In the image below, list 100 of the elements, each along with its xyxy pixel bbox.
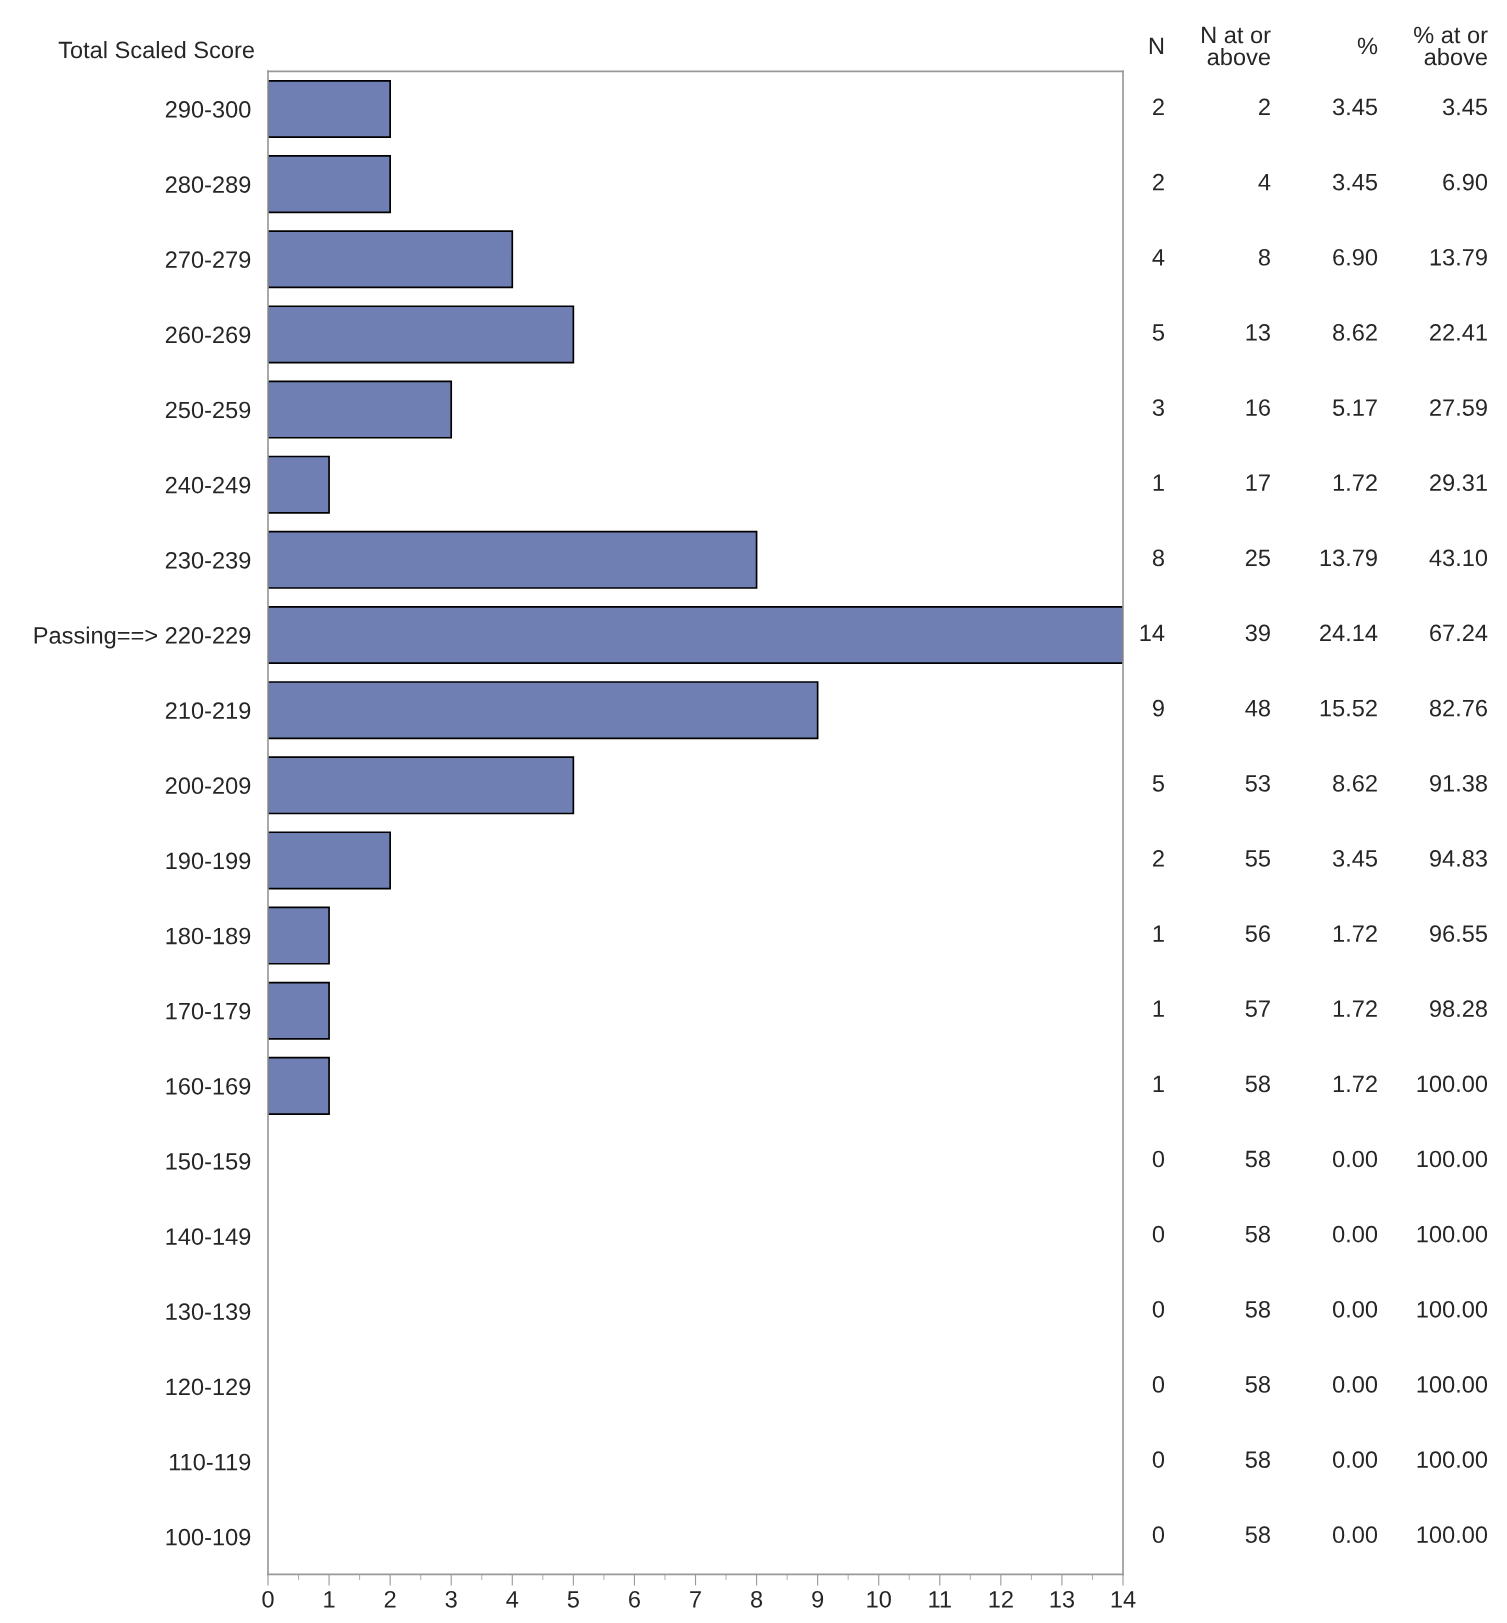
x-tick-label: 3: [445, 1590, 457, 1608]
text: 100.00: [1417, 1225, 1488, 1243]
text: 82.76: [1429, 699, 1487, 717]
text: 100.00: [1417, 1150, 1488, 1168]
bar: [268, 831, 391, 890]
text: 56: [1245, 925, 1270, 942]
x-tick-label: 13: [1050, 1590, 1075, 1608]
x-tick-label: 6: [629, 1590, 640, 1608]
y-tick-label: Passing==> 220-229: [34, 626, 251, 649]
y-tick-label: 270-279: [165, 251, 251, 269]
text: 15.52: [1320, 699, 1377, 717]
x-tick-label: 8: [751, 1590, 763, 1608]
text: 96.55: [1430, 925, 1488, 942]
text: 25: [1245, 549, 1271, 567]
text: 6.90: [1443, 173, 1488, 191]
text: 22.41: [1430, 324, 1487, 341]
y-tick-label: 120-129: [166, 1378, 251, 1396]
text: 58: [1245, 1300, 1270, 1318]
bar: [268, 79, 391, 138]
y-tick-label: 190-199: [166, 852, 251, 870]
text: 3.45: [1332, 850, 1378, 867]
text: 58: [1245, 1451, 1270, 1468]
text: 2: [1259, 98, 1270, 116]
y-tick-label: 290-300: [165, 101, 251, 118]
text: 27.59: [1430, 399, 1487, 416]
data-label: 2: [1153, 98, 1164, 116]
data-label: 1: [1153, 1000, 1164, 1017]
text: 8.62: [1333, 774, 1377, 792]
text: 0.00: [1332, 1451, 1378, 1468]
text: 57: [1245, 1000, 1270, 1018]
text: 100.00: [1417, 1376, 1488, 1393]
text: 94.83: [1430, 850, 1487, 867]
text: 17: [1246, 474, 1270, 491]
bar: [268, 681, 819, 740]
text: 100.00: [1417, 1075, 1488, 1093]
y-tick-label: 140-149: [166, 1228, 251, 1245]
bar: [268, 1056, 330, 1115]
text: 98.28: [1430, 1000, 1487, 1018]
data-label: 0: [1152, 1376, 1165, 1393]
text: 100.00: [1417, 1451, 1488, 1468]
x-tick-label: 11: [929, 1591, 951, 1608]
text: 67.24: [1430, 624, 1488, 642]
x-tick-label: 1: [324, 1591, 335, 1608]
x-tick-label: 12: [989, 1590, 1013, 1608]
data-label: 1: [1153, 925, 1164, 942]
text: 100.00: [1417, 1300, 1488, 1318]
text: 29.31: [1430, 474, 1487, 492]
text: 13.79: [1320, 549, 1377, 567]
text: 5.17: [1332, 399, 1377, 416]
y-tick-label: 180-189: [166, 927, 251, 945]
text: 8: [1258, 248, 1270, 266]
x-tick-label: 10: [867, 1590, 891, 1608]
x-tick-label: 2: [384, 1590, 396, 1608]
y-tick-label: 250-259: [165, 401, 251, 419]
text: 58: [1245, 1225, 1270, 1243]
text: 24.14: [1320, 624, 1378, 642]
y-tick-label: 280-289: [165, 176, 251, 193]
x-tick-label: 4: [506, 1591, 519, 1608]
text: 6.90: [1333, 248, 1378, 266]
data-label: 9: [1152, 699, 1164, 717]
text: 8.62: [1333, 324, 1377, 341]
bar: [268, 455, 330, 514]
y-tick-label: 150-159: [166, 1153, 251, 1170]
text: 48: [1245, 699, 1270, 717]
text: 0.00: [1332, 1225, 1378, 1243]
x-tick-label: 9: [812, 1590, 824, 1608]
text: 55: [1245, 850, 1271, 867]
bar: [268, 380, 453, 439]
y-tick-label: 130-139: [166, 1303, 251, 1321]
y-tick-label: 200-209: [165, 777, 251, 795]
bar: [268, 230, 514, 289]
text: 16: [1246, 399, 1270, 416]
text: %: [1357, 37, 1378, 55]
text: 91.38: [1430, 774, 1487, 792]
y-tick-label: 170-179: [166, 1002, 251, 1020]
text: 0.00: [1332, 1526, 1378, 1544]
x-tick-label: 7: [690, 1591, 701, 1608]
text: 58: [1245, 1376, 1270, 1393]
data-label: 3: [1152, 399, 1164, 416]
data-label: 2: [1153, 850, 1164, 867]
y-tick-label: 100-109: [166, 1528, 251, 1546]
y-tick-label: 110-119: [169, 1453, 251, 1471]
text: 3.45: [1442, 98, 1488, 116]
data-label: 8: [1152, 549, 1164, 567]
text: 13: [1246, 324, 1270, 341]
text: 1.72: [1333, 474, 1377, 491]
data-label: 0: [1152, 1225, 1165, 1243]
text: 1.72: [1333, 1000, 1377, 1017]
data-label: 14: [1140, 624, 1165, 642]
x-tick-label: 14: [1111, 1591, 1136, 1608]
bar: [268, 305, 575, 364]
text: 58: [1245, 1150, 1270, 1168]
bar: [268, 756, 575, 815]
bar: [268, 530, 758, 589]
text: N: [1149, 37, 1164, 55]
text: 0.00: [1332, 1376, 1378, 1393]
data-label: 0: [1152, 1300, 1165, 1318]
y-tick-label: 160-169: [166, 1077, 251, 1095]
text: 58: [1245, 1075, 1270, 1093]
bar: [268, 605, 1123, 665]
